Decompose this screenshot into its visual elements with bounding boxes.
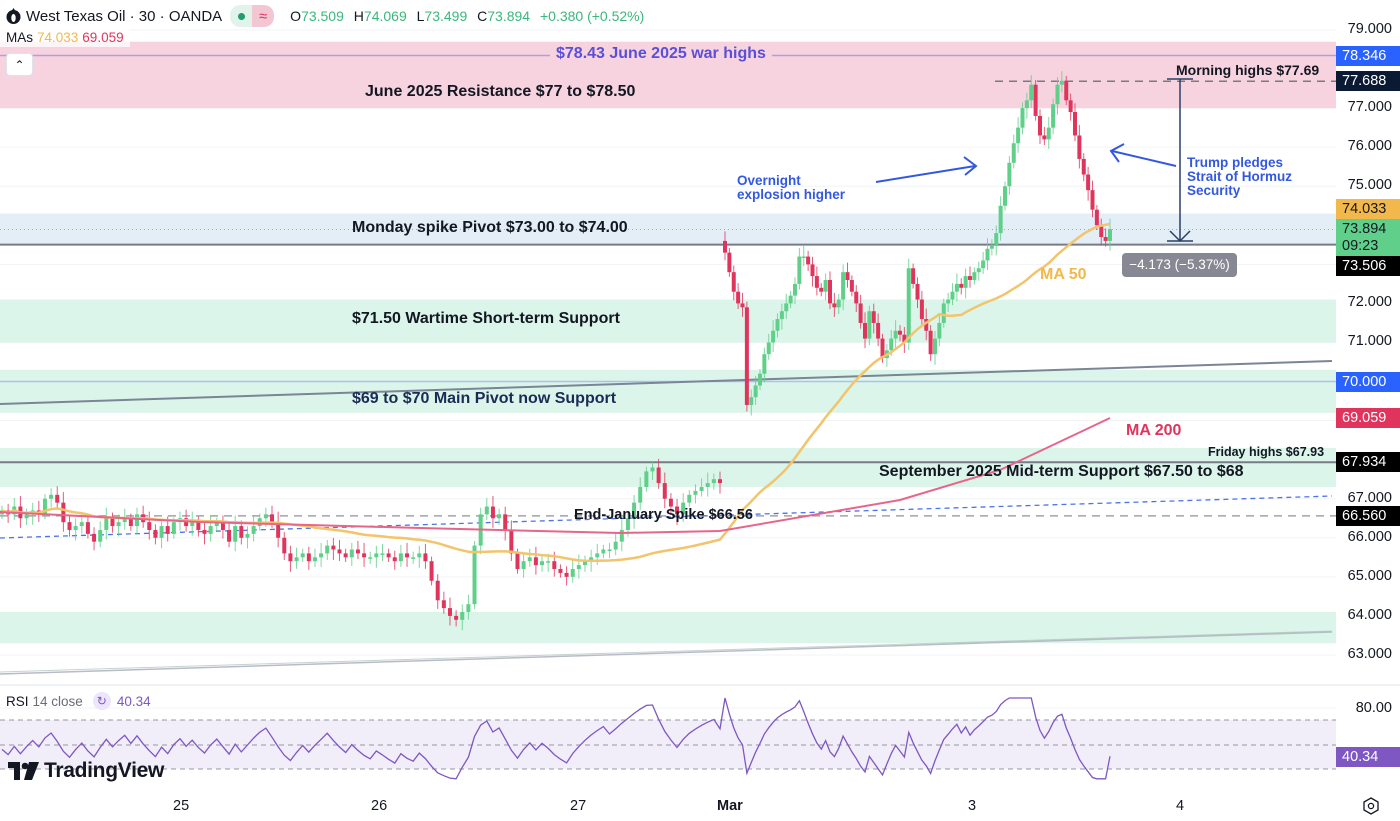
ma200-line[interactable] bbox=[0, 417, 1111, 535]
ma200-value: 69.059 bbox=[82, 30, 124, 45]
end-january-spike-label[interactable]: End-January Spike $66.56 bbox=[574, 507, 753, 523]
tradingview-logo[interactable]: TradingView bbox=[8, 759, 164, 783]
high-value: 74.069 bbox=[363, 8, 407, 24]
time-label: 4 bbox=[1176, 798, 1185, 814]
ma-legend[interactable]: MAs 74.033 69.059 bbox=[0, 28, 130, 47]
september-support-label[interactable]: September 2025 Mid-term Support $67.50 t… bbox=[879, 463, 1244, 480]
open-value: 73.509 bbox=[301, 8, 344, 24]
collapse-legend-button[interactable]: ⌃ bbox=[6, 53, 33, 76]
data-delay-icon: ≈ bbox=[252, 5, 275, 27]
wartime-support-label[interactable]: $71.50 Wartime Short-term Support bbox=[352, 310, 620, 327]
time-label: 27 bbox=[570, 798, 587, 814]
main-pivot-label[interactable]: $69 to $70 Main Pivot now Support bbox=[352, 390, 617, 407]
rsi-line[interactable] bbox=[1, 697, 1111, 780]
morning-highs-label[interactable]: Morning highs $77.69 bbox=[1176, 62, 1320, 78]
price-tag: 73.506 bbox=[1336, 256, 1400, 276]
zone-green[interactable] bbox=[0, 369, 1336, 413]
symbol-title[interactable]: West Texas Oil · 30 · OANDA bbox=[26, 7, 223, 25]
market-open-dot-icon bbox=[230, 5, 253, 27]
zone-green[interactable] bbox=[0, 299, 1336, 343]
price-tag: 66.560 bbox=[1336, 505, 1400, 526]
war-highs-label[interactable]: $78.43 June 2025 war highs bbox=[550, 45, 772, 63]
rsi-tick: 80.00 bbox=[1355, 700, 1392, 716]
rsi-legend[interactable]: RSI 14 close ↻ 40.34 bbox=[6, 692, 151, 710]
price-tag: 78.346 bbox=[1336, 45, 1400, 66]
measure-result-label: −4.173 (−5.37%) bbox=[1122, 253, 1237, 277]
friday-highs-label[interactable]: Friday highs $67.93 bbox=[1208, 445, 1325, 459]
ma50-line[interactable] bbox=[1, 222, 1111, 563]
zone-green[interactable] bbox=[0, 447, 1336, 488]
price-tag: 77.688 bbox=[1336, 71, 1400, 92]
price-tick: 79.000 bbox=[1347, 21, 1392, 37]
candles[interactable] bbox=[0, 71, 1112, 631]
symbol-header: West Texas Oil · 30 · OANDA ≈ O73.509 H7… bbox=[6, 5, 644, 27]
tradingview-logo-icon bbox=[8, 762, 39, 780]
price-tick: 76.000 bbox=[1347, 138, 1392, 155]
tradingview-wordmark: TradingView bbox=[44, 759, 165, 782]
chart-settings-button[interactable] bbox=[1362, 797, 1380, 815]
close-value: 73.894 bbox=[487, 8, 531, 24]
ma50-value: 74.033 bbox=[37, 30, 79, 45]
time-label: 26 bbox=[371, 798, 388, 814]
price-tick: 63.000 bbox=[1347, 645, 1392, 662]
market-status-pill[interactable]: ≈ bbox=[230, 5, 275, 27]
chevron-up-icon: ⌃ bbox=[14, 57, 25, 72]
ohlc-values: O73.509 H74.069 L73.499 C73.894 +0.380 (… bbox=[284, 8, 644, 24]
price-tick: 67.000 bbox=[1347, 489, 1392, 506]
price-tick: 71.000 bbox=[1347, 333, 1392, 350]
price-tick: 66.000 bbox=[1347, 528, 1392, 545]
price-tick: 64.000 bbox=[1347, 606, 1392, 623]
trump-pledge-label[interactable]: Security bbox=[1187, 183, 1241, 198]
time-label: 25 bbox=[173, 798, 190, 814]
overnight-label[interactable]: explosion higher bbox=[737, 187, 846, 202]
overnight-label[interactable]: Overnight bbox=[737, 173, 801, 188]
price-tag: 73.894 bbox=[1336, 219, 1400, 239]
rsi-label: RSI bbox=[6, 693, 29, 709]
time-label: Mar bbox=[717, 798, 743, 814]
trump-pledge-label[interactable]: Trump pledges bbox=[1187, 155, 1284, 170]
resistance-zone-label[interactable]: June 2025 Resistance $77 to $78.50 bbox=[365, 83, 636, 100]
ma-legend-label: MAs bbox=[6, 30, 33, 45]
price-tag: 74.033 bbox=[1336, 199, 1400, 219]
open-label: O bbox=[290, 8, 302, 24]
oil-drop-icon bbox=[6, 8, 21, 24]
low-label: L bbox=[416, 8, 425, 24]
price-tick: 65.000 bbox=[1347, 567, 1392, 584]
trump-pledge-label[interactable]: Strait of Hormuz bbox=[1187, 169, 1293, 184]
price-tick: 72.000 bbox=[1347, 294, 1392, 311]
high-label: H bbox=[353, 8, 364, 24]
rsi-params: 14 close bbox=[32, 693, 83, 709]
refresh-icon[interactable]: ↻ bbox=[92, 692, 111, 710]
monday-pivot-label[interactable]: Monday spike Pivot $73.00 to $74.00 bbox=[352, 219, 628, 236]
low-value: 73.499 bbox=[424, 8, 468, 24]
close-label: C bbox=[477, 8, 488, 24]
price-tag: 09:23 bbox=[1336, 236, 1400, 256]
price-tag: 67.934 bbox=[1336, 452, 1400, 473]
price-tag: 69.059 bbox=[1336, 408, 1400, 429]
price-tick: 75.000 bbox=[1347, 177, 1392, 194]
time-label: 3 bbox=[968, 798, 977, 814]
ma200-label[interactable]: MA 200 bbox=[1126, 422, 1182, 439]
ma50-label[interactable]: MA 50 bbox=[1040, 266, 1087, 283]
rsi-value: 40.34 bbox=[116, 693, 151, 709]
settings-gear-icon bbox=[1363, 797, 1379, 815]
price-tag: 70.000 bbox=[1336, 371, 1400, 392]
price-tick: 77.000 bbox=[1347, 99, 1392, 116]
rsi-value-tag: 40.34 bbox=[1336, 747, 1400, 767]
change-value: +0.380 (+0.52%) bbox=[539, 8, 645, 24]
